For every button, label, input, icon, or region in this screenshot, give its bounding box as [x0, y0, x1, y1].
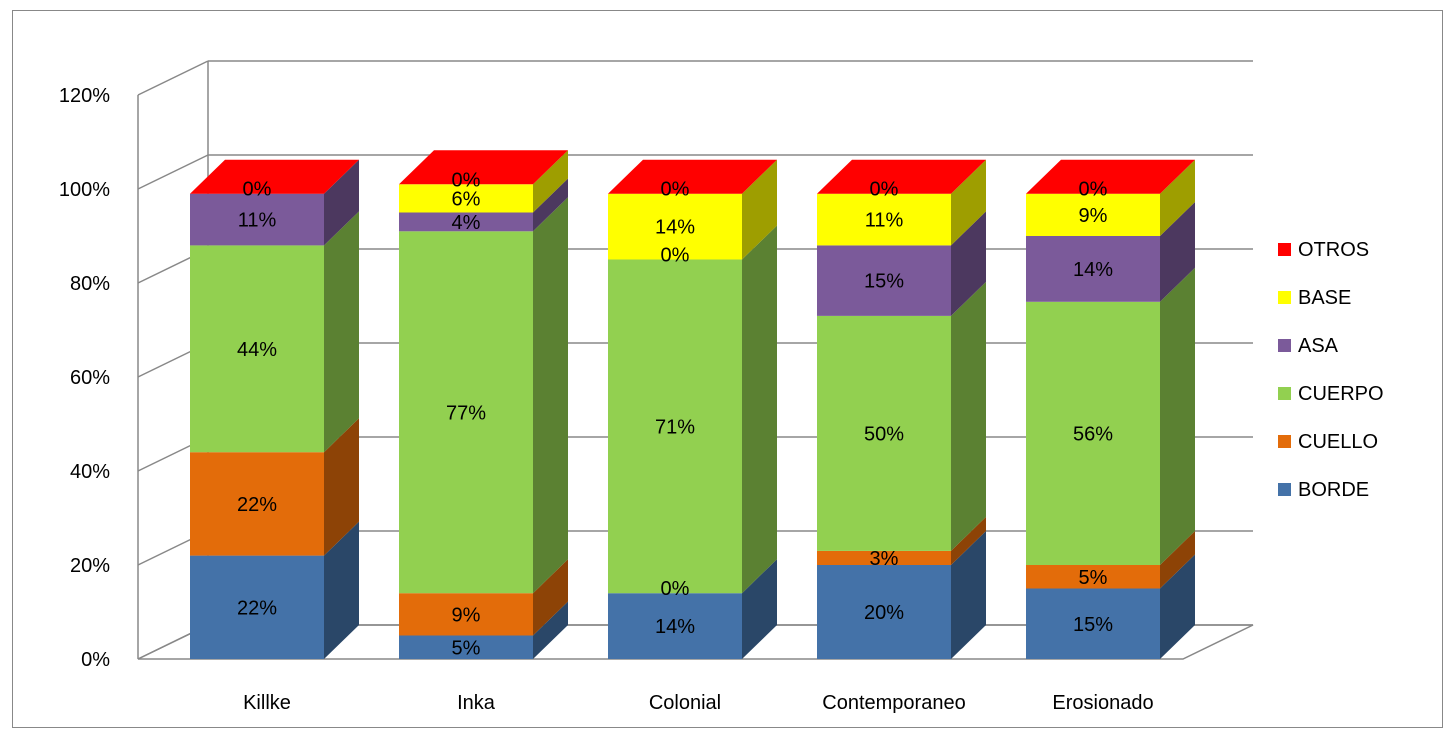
legend-swatch: [1278, 291, 1291, 304]
data-label: 0%: [661, 179, 690, 201]
data-label: 0%: [452, 169, 481, 191]
legend-swatch: [1278, 243, 1291, 256]
data-label: 0%: [661, 245, 690, 267]
data-label: 15%: [864, 271, 904, 293]
x-tick-label: Inka: [457, 692, 496, 714]
data-label: 11%: [865, 210, 904, 232]
data-label: 5%: [1079, 567, 1108, 589]
gridline-side: [138, 155, 208, 189]
data-label: 56%: [1073, 423, 1113, 445]
y-tick-label: 100%: [59, 179, 110, 201]
data-label: 50%: [864, 423, 904, 445]
legend-label: CUELLO: [1298, 431, 1378, 453]
bar-side-cuerpo: [1160, 268, 1195, 565]
legend-label: BORDE: [1298, 479, 1369, 501]
data-label: 0%: [1079, 179, 1108, 201]
data-label: 0%: [661, 578, 690, 600]
data-label: 15%: [1073, 614, 1113, 636]
legend-swatch: [1278, 339, 1291, 352]
x-tick-label: Killke: [243, 692, 291, 714]
data-label: 9%: [452, 604, 481, 626]
data-label: 5%: [452, 637, 481, 659]
y-tick-label: 120%: [59, 85, 110, 107]
data-label: 44%: [237, 339, 277, 361]
bar-side-cuerpo: [324, 211, 359, 452]
data-label: 22%: [237, 597, 277, 619]
legend-swatch: [1278, 483, 1291, 496]
bar-side-cuerpo: [742, 226, 777, 594]
data-label: 22%: [237, 494, 277, 516]
data-label: 0%: [870, 179, 899, 201]
data-label: 14%: [1073, 259, 1113, 281]
legend-label: OTROS: [1298, 239, 1369, 261]
y-tick-label: 80%: [70, 273, 110, 295]
y-tick-label: 0%: [81, 649, 110, 671]
legend-swatch: [1278, 387, 1291, 400]
bar-side-cuerpo: [951, 282, 986, 551]
chart-svg: 0% 20% 40% 60% 80% 100% 120% 22% 22% 44% 11% 0% Kill…: [13, 11, 1444, 729]
legend-label: BASE: [1298, 287, 1351, 309]
x-tick-label: Erosionado: [1052, 692, 1153, 714]
chart-frame: 0% 20% 40% 60% 80% 100% 120% 22% 22% 44% 11% 0% Kill…: [12, 10, 1443, 728]
x-tick-label: Contemporaneo: [822, 692, 965, 714]
legend-label: ASA: [1298, 335, 1339, 357]
data-label: 6%: [452, 188, 481, 210]
data-label: 77%: [446, 402, 486, 424]
y-tick-label: 60%: [70, 367, 110, 389]
data-label: 9%: [1079, 205, 1108, 227]
data-label: 4%: [452, 212, 481, 234]
data-label: 71%: [655, 416, 695, 438]
legend-swatch: [1278, 435, 1291, 448]
y-tick-label: 40%: [70, 461, 110, 483]
legend-label: CUERPO: [1298, 383, 1384, 405]
data-label: 11%: [238, 210, 277, 232]
bar-side-cuerpo: [533, 197, 568, 593]
data-label: 14%: [655, 616, 695, 638]
gridline-side: [138, 61, 208, 95]
data-label: 3%: [870, 548, 899, 570]
y-tick-label: 20%: [70, 555, 110, 577]
x-tick-label: Colonial: [649, 692, 721, 714]
data-label: 0%: [243, 179, 272, 201]
data-label: 14%: [655, 217, 695, 239]
data-label: 20%: [864, 602, 904, 624]
